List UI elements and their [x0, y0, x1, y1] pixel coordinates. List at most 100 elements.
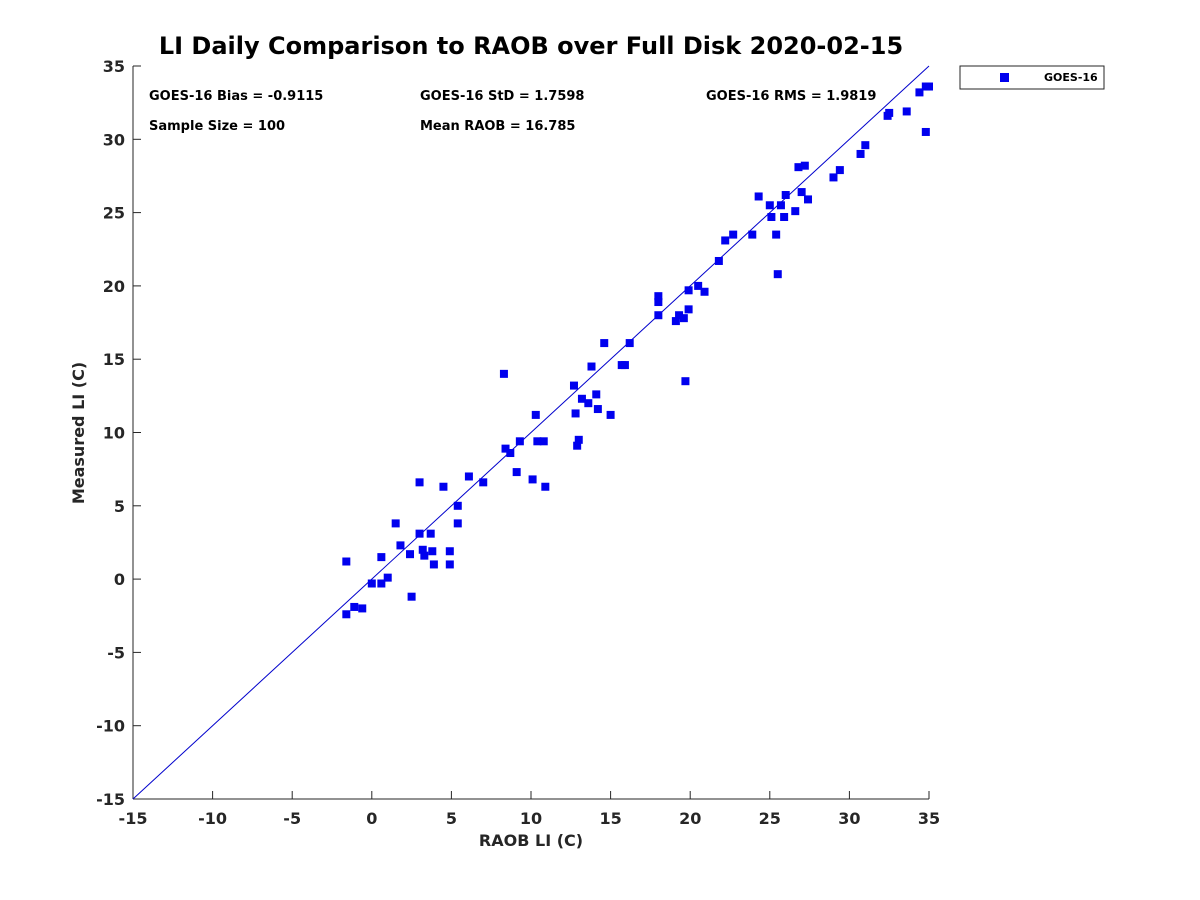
data-point: [721, 236, 730, 245]
data-point: [573, 441, 582, 450]
data-point: [439, 482, 448, 491]
data-point: [800, 161, 809, 170]
data-point: [606, 410, 615, 419]
y-tick-label: 5: [114, 497, 125, 516]
legend-label-goes-16: GOES-16: [1044, 71, 1098, 84]
data-point: [428, 547, 437, 556]
data-point: [574, 435, 583, 444]
data-point: [694, 281, 703, 290]
x-axis-ticks: -15 -10 -5 0 5 10 15 20 25 30 35: [119, 791, 940, 828]
annotation-bias: GOES-16 Bias = -0.9115: [149, 89, 323, 104]
data-point: [420, 551, 429, 560]
legend: GOES-16: [959, 65, 1105, 90]
x-tick-label: 35: [918, 809, 940, 828]
data-point: [794, 163, 803, 172]
y-tick-label: 0: [114, 570, 125, 589]
annotation-rms: GOES-16 RMS = 1.9819: [706, 89, 876, 104]
data-point: [377, 553, 386, 562]
chart-title: LI Daily Comparison to RAOB over Full Di…: [159, 32, 903, 60]
data-point: [358, 604, 367, 613]
data-point: [625, 339, 634, 348]
data-point: [541, 482, 550, 491]
data-point: [684, 305, 693, 314]
data-point: [856, 149, 865, 158]
data-point: [829, 173, 838, 182]
x-tick-label: 20: [679, 809, 701, 828]
y-tick-label: 15: [103, 350, 125, 369]
data-point: [915, 88, 924, 97]
x-tick-label: -15: [119, 809, 148, 828]
data-point: [415, 478, 424, 487]
data-point: [367, 579, 376, 588]
data-point: [506, 449, 515, 458]
data-point: [714, 256, 723, 265]
data-point: [620, 361, 629, 370]
data-point: [902, 107, 911, 116]
x-tick-label: 10: [520, 809, 542, 828]
data-point: [531, 410, 540, 419]
y-tick-label: 10: [103, 424, 125, 443]
data-point: [528, 475, 537, 484]
data-point: [767, 212, 776, 221]
data-point: [804, 195, 813, 204]
x-tick-label: -10: [198, 809, 227, 828]
data-point: [748, 230, 757, 239]
data-point: [584, 399, 593, 408]
data-point: [396, 541, 405, 550]
data-point: [679, 314, 688, 323]
data-point: [791, 207, 800, 216]
y-axis-label: Measured LI (C): [69, 362, 88, 504]
data-point: [429, 560, 438, 569]
data-point: [773, 270, 782, 279]
y-tick-label: 35: [103, 57, 125, 76]
data-point: [654, 292, 663, 301]
data-point: [772, 230, 781, 239]
annotation-sample-size: Sample Size = 100: [149, 119, 285, 134]
data-point: [406, 550, 415, 559]
y-tick-label: 30: [103, 130, 125, 149]
legend-box: [959, 65, 1105, 90]
data-point: [418, 545, 427, 554]
data-point: [377, 579, 386, 588]
y-axis-ticks: -15 -10 -5 0 5 10 15 20 25 30 35: [96, 57, 141, 809]
y-tick-label: -15: [96, 790, 125, 809]
data-point: [569, 381, 578, 390]
data-point: [426, 529, 435, 538]
x-tick-label: 5: [446, 809, 457, 828]
data-point: [453, 501, 462, 510]
data-point: [776, 201, 785, 210]
x-tick-label: -5: [283, 809, 301, 828]
data-point: [342, 610, 351, 619]
data-point: [587, 362, 596, 371]
y-tick-label: -10: [96, 717, 125, 736]
goes-16-points: [342, 82, 933, 619]
annotation-mean-raob: Mean RAOB = 16.785: [420, 119, 575, 134]
x-axis-label: RAOB LI (C): [479, 831, 583, 850]
y-tick-label: 25: [103, 204, 125, 223]
data-point: [415, 529, 424, 538]
data-point: [835, 166, 844, 175]
data-point: [464, 472, 473, 481]
data-point: [571, 409, 580, 418]
data-point: [681, 377, 690, 386]
data-point: [593, 405, 602, 414]
x-tick-label: 30: [838, 809, 860, 828]
data-point: [925, 82, 933, 91]
identity-reference-line: [132, 65, 930, 800]
data-point: [765, 201, 774, 210]
data-point: [499, 369, 508, 378]
x-tick-label: 25: [759, 809, 781, 828]
data-point: [684, 286, 693, 295]
data-point: [539, 437, 548, 446]
data-point: [671, 317, 680, 326]
data-point: [600, 339, 609, 348]
data-point: [885, 108, 894, 117]
data-point: [729, 230, 738, 239]
data-point: [350, 602, 359, 611]
data-point: [533, 437, 542, 446]
data-point: [515, 437, 524, 446]
data-point: [921, 127, 930, 136]
data-point: [445, 547, 454, 556]
y-tick-label: 20: [103, 277, 125, 296]
